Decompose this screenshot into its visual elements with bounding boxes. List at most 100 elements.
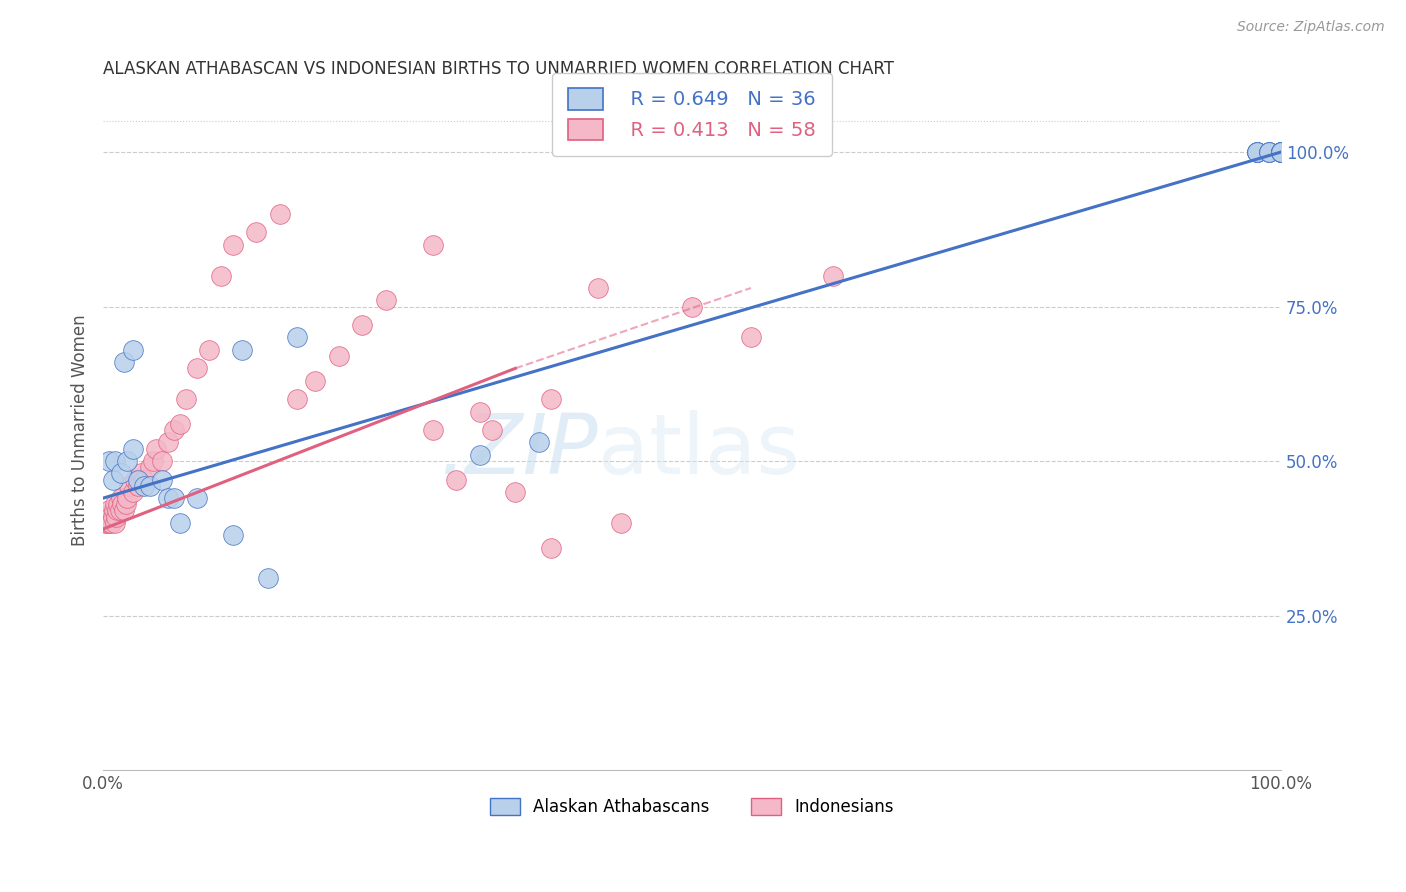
Point [96,509,118,524]
Text: .ZIP: .ZIP [439,410,598,491]
Point [221,237,243,252]
Point [112,503,135,517]
Point [245,226,267,240]
Point [134,473,156,487]
Point [142,454,165,468]
Legend: Alaskan Athabascans, Indonesians: Alaskan Athabascans, Indonesians [484,791,901,822]
Point [1270,145,1292,159]
Point [121,343,143,357]
Text: ALASKAN ATHABASCAN VS INDONESIAN BIRTHS TO UNMARRIED WOMEN CORRELATION CHART: ALASKAN ATHABASCAN VS INDONESIAN BIRTHS … [103,60,894,78]
Point [169,417,191,431]
Point [374,293,396,308]
Point [1246,145,1268,159]
Point [527,435,550,450]
Point [209,268,232,283]
Point [150,473,173,487]
Point [422,237,444,252]
Point [257,571,280,585]
Point [287,392,309,407]
Point [481,423,503,437]
Point [118,479,141,493]
Point [121,484,143,499]
Point [145,442,167,456]
Point [681,300,703,314]
Point [586,281,609,295]
Point [231,343,253,357]
Point [1270,145,1292,159]
Point [105,509,128,524]
Point [121,442,143,456]
Point [446,473,468,487]
Point [101,473,124,487]
Point [114,497,136,511]
Text: Source: ZipAtlas.com: Source: ZipAtlas.com [1237,20,1385,34]
Point [94,516,117,530]
Point [468,448,491,462]
Point [104,497,127,511]
Point [540,392,562,407]
Point [111,497,134,511]
Point [98,516,121,530]
Point [97,516,120,530]
Point [129,467,152,481]
Point [352,318,374,332]
Point [740,330,762,344]
Point [198,343,221,357]
Point [98,454,121,468]
Point [127,479,149,493]
Y-axis label: Births to Unmarried Women: Births to Unmarried Women [72,314,89,546]
Point [115,491,138,505]
Text: atlas: atlas [598,410,800,491]
Point [169,516,191,530]
Point [163,491,186,505]
Point [100,516,122,530]
Point [304,374,326,388]
Point [328,349,350,363]
Point [156,435,179,450]
Point [1258,145,1281,159]
Point [823,268,845,283]
Point [1258,145,1281,159]
Point [107,497,129,511]
Point [163,423,186,437]
Point [98,503,121,517]
Point [1270,145,1292,159]
Point [1258,145,1281,159]
Point [610,516,633,530]
Point [1270,145,1292,159]
Point [1246,145,1268,159]
Point [540,541,562,555]
Point [422,423,444,437]
Point [110,467,132,481]
Point [287,330,309,344]
Point [1270,145,1292,159]
Point [269,207,291,221]
Point [127,473,149,487]
Point [104,454,127,468]
Point [139,460,162,475]
Point [103,503,125,517]
Point [108,503,131,517]
Point [104,516,127,530]
Point [134,479,156,493]
Point [98,509,121,524]
Point [468,404,491,418]
Point [139,479,162,493]
Point [112,355,135,369]
Point [186,491,208,505]
Point [1270,145,1292,159]
Point [156,491,179,505]
Point [1270,145,1292,159]
Point [1246,145,1268,159]
Point [115,454,138,468]
Point [221,528,243,542]
Point [186,361,208,376]
Point [150,454,173,468]
Point [1246,145,1268,159]
Point [101,509,124,524]
Point [174,392,197,407]
Point [105,503,128,517]
Point [124,473,146,487]
Point [110,491,132,505]
Point [505,484,527,499]
